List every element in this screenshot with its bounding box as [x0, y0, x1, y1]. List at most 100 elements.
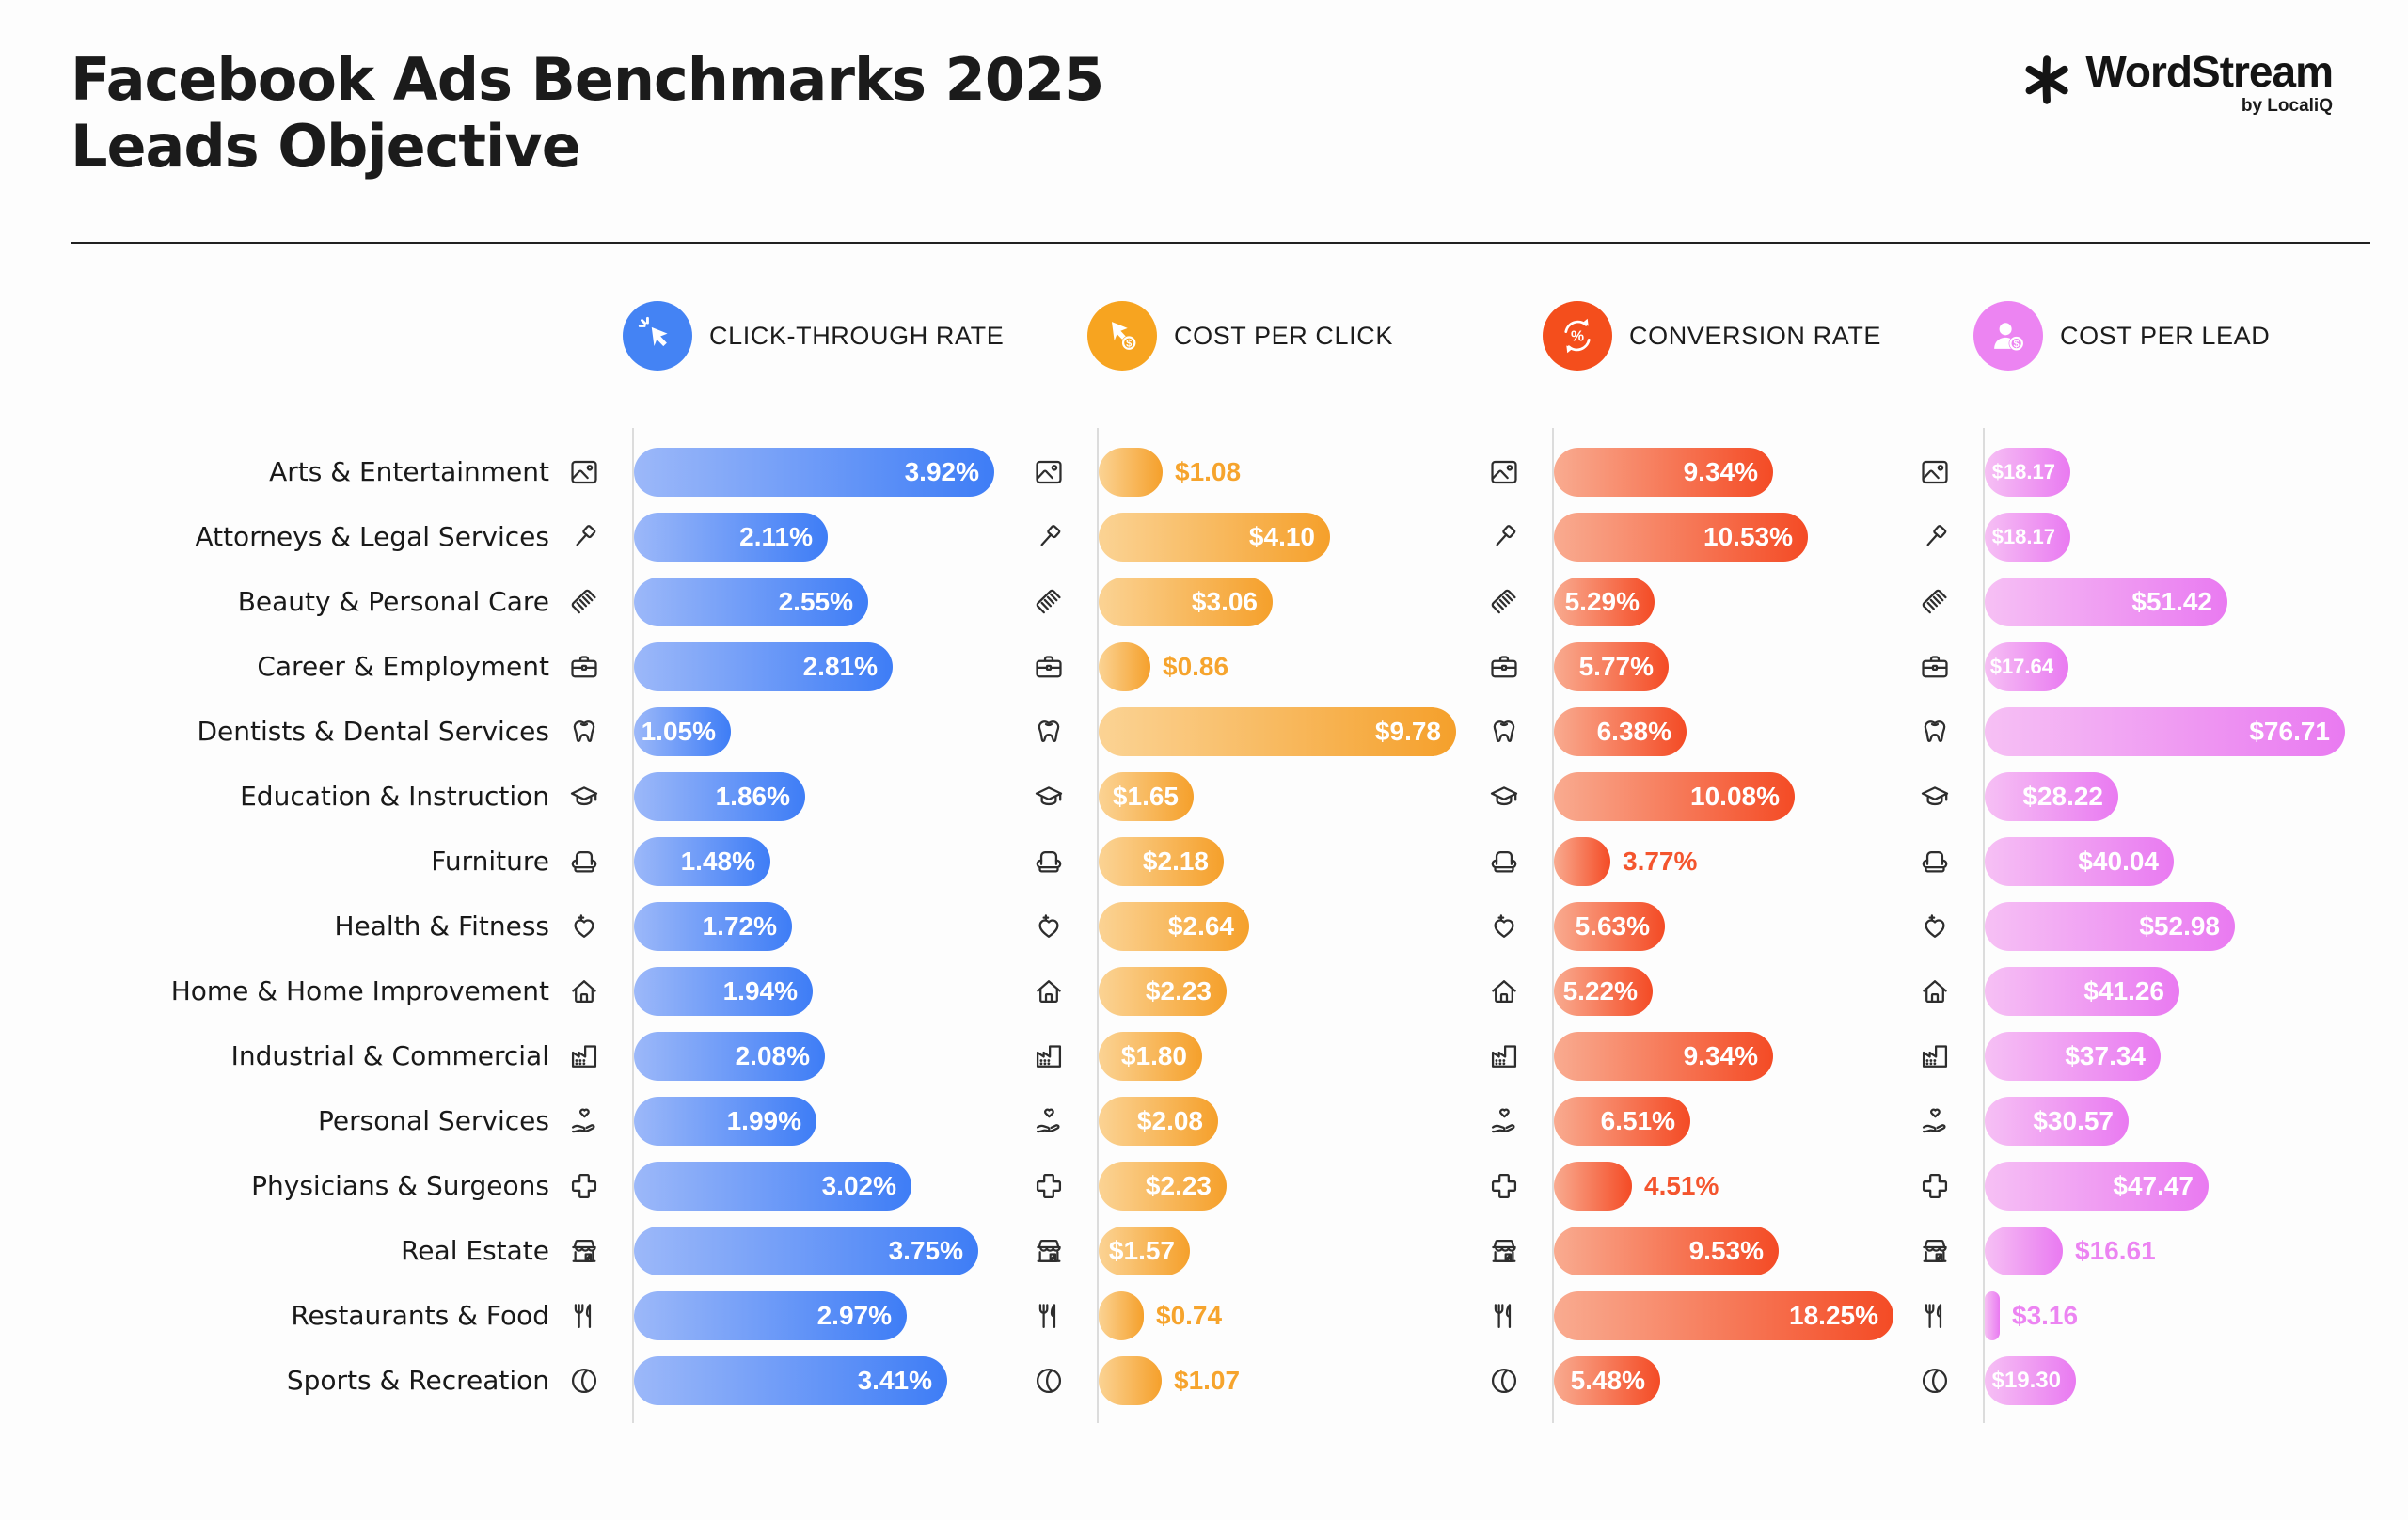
- cpl-bar: $41.26: [1985, 966, 2179, 1016]
- cpc-bar: [1099, 641, 1150, 691]
- cvr-cell: 6.38%: [1486, 699, 1917, 764]
- ctr-value-label: 1.72%: [702, 910, 777, 941]
- industry-row: Arts & Entertainment 3.92% $1.08 9.34% $18.1…: [71, 439, 2370, 504]
- cpc-cell: $1.57: [1031, 1218, 1486, 1283]
- industry-label: Dentists & Dental Services: [197, 716, 550, 748]
- cvr-bar: [1554, 836, 1610, 886]
- cpc-bar: $2.18: [1099, 836, 1224, 886]
- industry-label: Physicians & Surgeons: [251, 1170, 549, 1202]
- cursor-click-icon: [623, 301, 692, 372]
- medical-cross-icon: [1919, 1170, 1951, 1202]
- hand-heart-icon: [1488, 1105, 1520, 1137]
- cvr-bar: [1554, 1161, 1632, 1211]
- industry-row: Physicians & Surgeons 3.02% $2.23 4.51% $47.…: [71, 1153, 2370, 1218]
- metric-header-row: CLICK-THROUGH RATE $ COST PER CLICK: [71, 300, 2370, 372]
- tooth-icon: [1919, 716, 1951, 748]
- cpl-value-label: $47.47: [2113, 1170, 2194, 1200]
- ctr-bar: 1.94%: [634, 966, 813, 1016]
- header-cost-per-click: $ COST PER CLICK: [1087, 300, 1486, 372]
- cpc-bar: $2.23: [1099, 1161, 1227, 1211]
- cpl-cell: $30.57: [1917, 1088, 2370, 1153]
- hand-heart-icon: [568, 1105, 600, 1137]
- cvr-value-label: 5.22%: [1562, 975, 1638, 1005]
- cpl-value-label: $37.34: [2065, 1040, 2146, 1070]
- cpl-bar: [1985, 1226, 2063, 1275]
- comb-icon: [568, 586, 600, 618]
- cvr-cell: 3.77%: [1486, 829, 1917, 894]
- cpl-value-label: $18.17: [1991, 459, 2055, 483]
- ctr-cell: 2.55%: [566, 569, 1031, 634]
- axis-cvr: [1552, 428, 1554, 1424]
- cpc-value-label: $2.23: [1145, 1170, 1212, 1200]
- ctr-bar: 3.92%: [634, 447, 994, 497]
- ctr-value-label: 2.55%: [778, 586, 853, 616]
- cpl-cell: $18.17: [1917, 504, 2370, 569]
- cvr-cell: 10.53%: [1486, 504, 1917, 569]
- ctr-cell: 1.99%: [566, 1088, 1031, 1153]
- tooth-icon: [1488, 716, 1520, 748]
- cpc-cell: $2.64: [1031, 894, 1486, 958]
- industry-label: Personal Services: [318, 1105, 549, 1137]
- industry-label: Career & Employment: [257, 651, 549, 683]
- cpc-bar: $1.80: [1099, 1031, 1202, 1081]
- cpc-value-label: $2.64: [1167, 910, 1234, 941]
- industry-row: Personal Services 1.99% $2.08 6.51% $30.57: [71, 1088, 2370, 1153]
- cpc-cell: $2.23: [1031, 958, 1486, 1023]
- title-line-1: Facebook Ads Benchmarks 2025: [71, 45, 1104, 114]
- cvr-bar: 6.51%: [1554, 1096, 1690, 1146]
- ctr-value-label: 1.99%: [726, 1105, 801, 1135]
- graduation-cap-icon: [1033, 781, 1065, 813]
- hand-heart-icon: [1919, 1105, 1951, 1137]
- cpl-cell: $19.30: [1917, 1348, 2370, 1413]
- cpl-cell: $37.34: [1917, 1023, 2370, 1088]
- ctr-cell: 3.02%: [566, 1153, 1031, 1218]
- cpl-bar: $19.30: [1985, 1355, 2076, 1405]
- asterisk-logo-icon: [2025, 55, 2069, 104]
- ctr-bar: 3.75%: [634, 1226, 978, 1275]
- ctr-value-label: 1.05%: [641, 716, 716, 746]
- cpc-bar: $2.64: [1099, 901, 1249, 951]
- cursor-dollar-icon: $: [1087, 301, 1157, 372]
- heart-plus-icon: [1919, 910, 1951, 942]
- comb-icon: [1488, 586, 1520, 618]
- ctr-value-label: 1.86%: [715, 781, 790, 811]
- percent-cycle-icon: %: [1543, 301, 1612, 372]
- cpl-bar: $37.34: [1985, 1031, 2161, 1081]
- ball-icon: [1033, 1365, 1065, 1397]
- cpl-value-label: $17.64: [1989, 654, 2053, 678]
- axis-cpc: [1097, 428, 1099, 1424]
- cpl-cell: $3.16: [1917, 1283, 2370, 1348]
- ctr-cell: 3.92%: [566, 439, 1031, 504]
- comb-icon: [1033, 586, 1065, 618]
- chart-rows: Arts & Entertainment 3.92% $1.08 9.34% $18.1…: [71, 428, 2370, 1424]
- cpl-value-label: $16.61: [2075, 1235, 2156, 1265]
- armchair-icon: [568, 846, 600, 878]
- ctr-value-label: 1.48%: [680, 846, 755, 876]
- ctr-value-label: 3.75%: [888, 1235, 963, 1265]
- industry-row: Home & Home Improvement 1.94% $2.23 5.22% $4…: [71, 958, 2370, 1023]
- title-line-2: Leads Objective: [71, 111, 581, 181]
- cvr-cell: 9.34%: [1486, 439, 1917, 504]
- ctr-bar: 2.11%: [634, 512, 828, 562]
- cvr-value-label: 6.38%: [1596, 716, 1671, 746]
- ctr-bar: 2.55%: [634, 577, 868, 626]
- cpl-bar: $18.17: [1985, 512, 2070, 562]
- picture-icon: [568, 456, 600, 488]
- cpc-bar: $4.10: [1099, 512, 1330, 562]
- cvr-bar: 10.08%: [1554, 771, 1795, 821]
- svg-text:$: $: [1126, 339, 1132, 350]
- cpl-bar: $17.64: [1985, 641, 2068, 691]
- ctr-cell: 2.81%: [566, 634, 1031, 699]
- header-divider: [71, 242, 2370, 245]
- header-conversion-rate: % CONVERSION RATE: [1543, 300, 1917, 372]
- cvr-cell: 9.34%: [1486, 1023, 1917, 1088]
- cvr-cell: 6.51%: [1486, 1088, 1917, 1153]
- ctr-cell: 2.11%: [566, 504, 1031, 569]
- cpc-bar: [1099, 1355, 1162, 1405]
- armchair-icon: [1488, 846, 1520, 878]
- cpl-cell: $51.42: [1917, 569, 2370, 634]
- cpc-cell: $0.86: [1031, 634, 1486, 699]
- ctr-bar: 1.48%: [634, 836, 770, 886]
- industry-label: Real Estate: [401, 1235, 549, 1267]
- cpl-cell: $18.17: [1917, 439, 2370, 504]
